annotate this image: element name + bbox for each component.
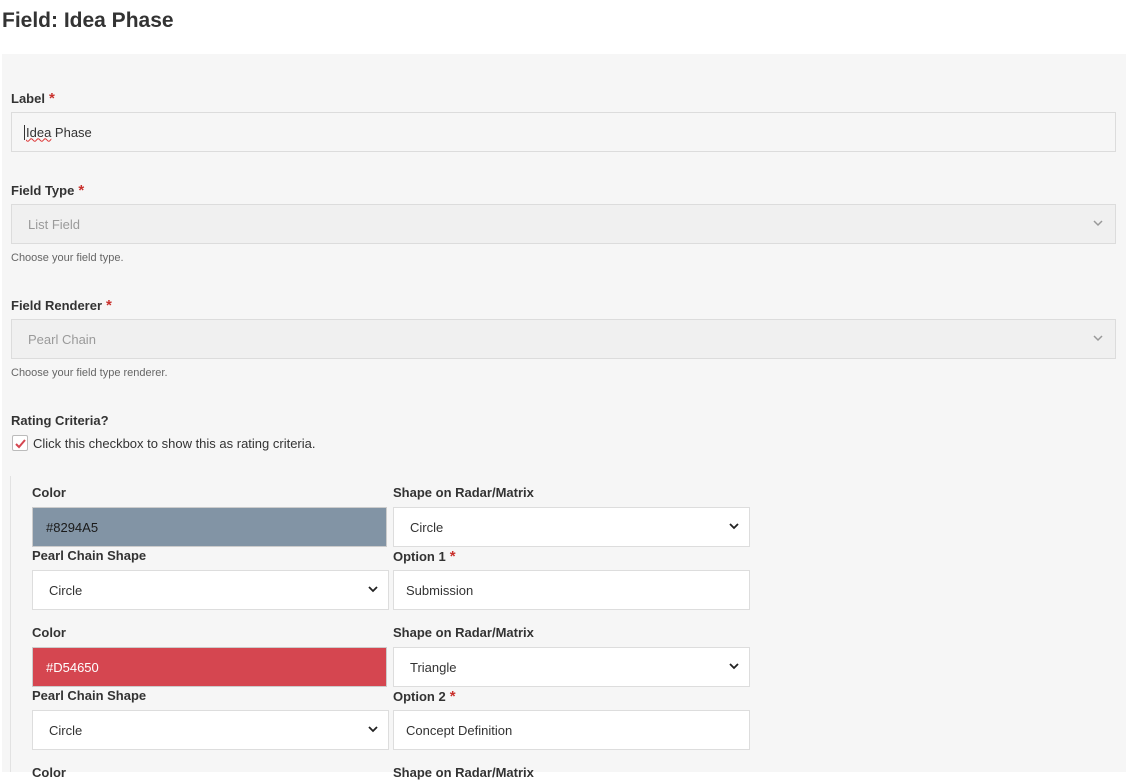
option-2-color-value: #D54650 xyxy=(46,659,99,675)
page-title: Field: Idea Phase xyxy=(2,9,174,32)
option-1-label-text: Option 1 xyxy=(393,549,446,564)
option-1-name-input[interactable]: Submission xyxy=(393,570,750,610)
required-marker: * xyxy=(78,182,85,199)
option-2-shape-select[interactable]: Triangle xyxy=(393,647,750,687)
option-2-color-label: Color xyxy=(32,625,66,640)
chevron-down-icon xyxy=(366,583,380,597)
option-2-label-text: Option 2 xyxy=(393,689,446,704)
option-3-shape-label: Shape on Radar/Matrix xyxy=(393,765,534,780)
option-1-shape-label: Shape on Radar/Matrix xyxy=(393,485,534,500)
label-input[interactable]: Idea Phase xyxy=(11,112,1116,152)
option-1-shape-value: Circle xyxy=(410,519,444,535)
field-form-panel: Label * Idea Phase Field Type * List Field… xyxy=(2,54,1126,780)
label-input-value-rest: Phase xyxy=(51,124,92,140)
checkmark-icon xyxy=(15,439,26,449)
option-1-name-label: Option 1 * xyxy=(393,548,456,565)
field-renderer-value: Pearl Chain xyxy=(28,331,96,347)
required-marker: * xyxy=(449,688,456,705)
option-2-name-input[interactable]: Concept Definition xyxy=(393,710,750,750)
field-type-label: Field Type * xyxy=(11,182,84,199)
chevron-down-icon xyxy=(366,723,380,737)
options-divider xyxy=(10,476,11,772)
field-renderer-help: Choose your field type renderer. xyxy=(11,367,168,379)
option-2-pearl-value: Circle xyxy=(49,722,83,738)
chevron-down-icon xyxy=(727,520,741,534)
field-type-label-text: Field Type xyxy=(11,183,75,198)
rating-criteria-checkbox[interactable] xyxy=(12,435,28,451)
rating-criteria-checkbox-label: Click this checkbox to show this as rati… xyxy=(33,436,316,451)
required-marker: * xyxy=(106,297,112,314)
option-1-pearl-value: Circle xyxy=(49,582,83,598)
label-text: Label xyxy=(11,91,45,106)
option-1-pearl-select[interactable]: Circle xyxy=(32,570,389,610)
chevron-down-icon xyxy=(1091,332,1105,346)
required-marker: * xyxy=(48,90,55,107)
option-1-shape-select[interactable]: Circle xyxy=(393,507,750,547)
label-field-label: Label * xyxy=(11,90,55,107)
option-2-pearl-select[interactable]: Circle xyxy=(32,710,389,750)
option-2-pearl-label: Pearl Chain Shape xyxy=(32,688,147,703)
option-2-shape-value: Triangle xyxy=(410,659,457,675)
field-renderer-label-text: Field Renderer xyxy=(11,298,103,313)
option-1-color-input[interactable]: #8294A5 xyxy=(32,507,387,547)
option-2-name-label: Option 2 * xyxy=(393,688,456,705)
required-marker: * xyxy=(449,548,456,565)
option-1-color-label: Color xyxy=(32,485,66,500)
option-1-pearl-label: Pearl Chain Shape xyxy=(32,548,147,563)
option-2-name-value: Concept Definition xyxy=(406,722,513,738)
field-type-help: Choose your field type. xyxy=(11,252,124,264)
field-type-value: List Field xyxy=(28,216,81,232)
option-2-shape-label: Shape on Radar/Matrix xyxy=(393,625,534,640)
field-renderer-select[interactable]: Pearl Chain xyxy=(11,319,1116,359)
field-renderer-label: Field Renderer * xyxy=(11,297,112,314)
option-2-color-input[interactable]: #D54650 xyxy=(32,647,387,687)
field-type-select[interactable]: List Field xyxy=(11,204,1116,244)
rating-criteria-label: Rating Criteria? xyxy=(11,413,109,428)
option-1-color-value: #8294A5 xyxy=(46,519,99,535)
option-3-color-label: Color xyxy=(32,765,66,780)
chevron-down-icon xyxy=(1091,217,1105,231)
chevron-down-icon xyxy=(727,660,741,674)
text-cursor xyxy=(24,124,25,140)
label-input-value-first: Idea xyxy=(26,124,52,140)
option-1-name-value: Submission xyxy=(406,582,474,598)
